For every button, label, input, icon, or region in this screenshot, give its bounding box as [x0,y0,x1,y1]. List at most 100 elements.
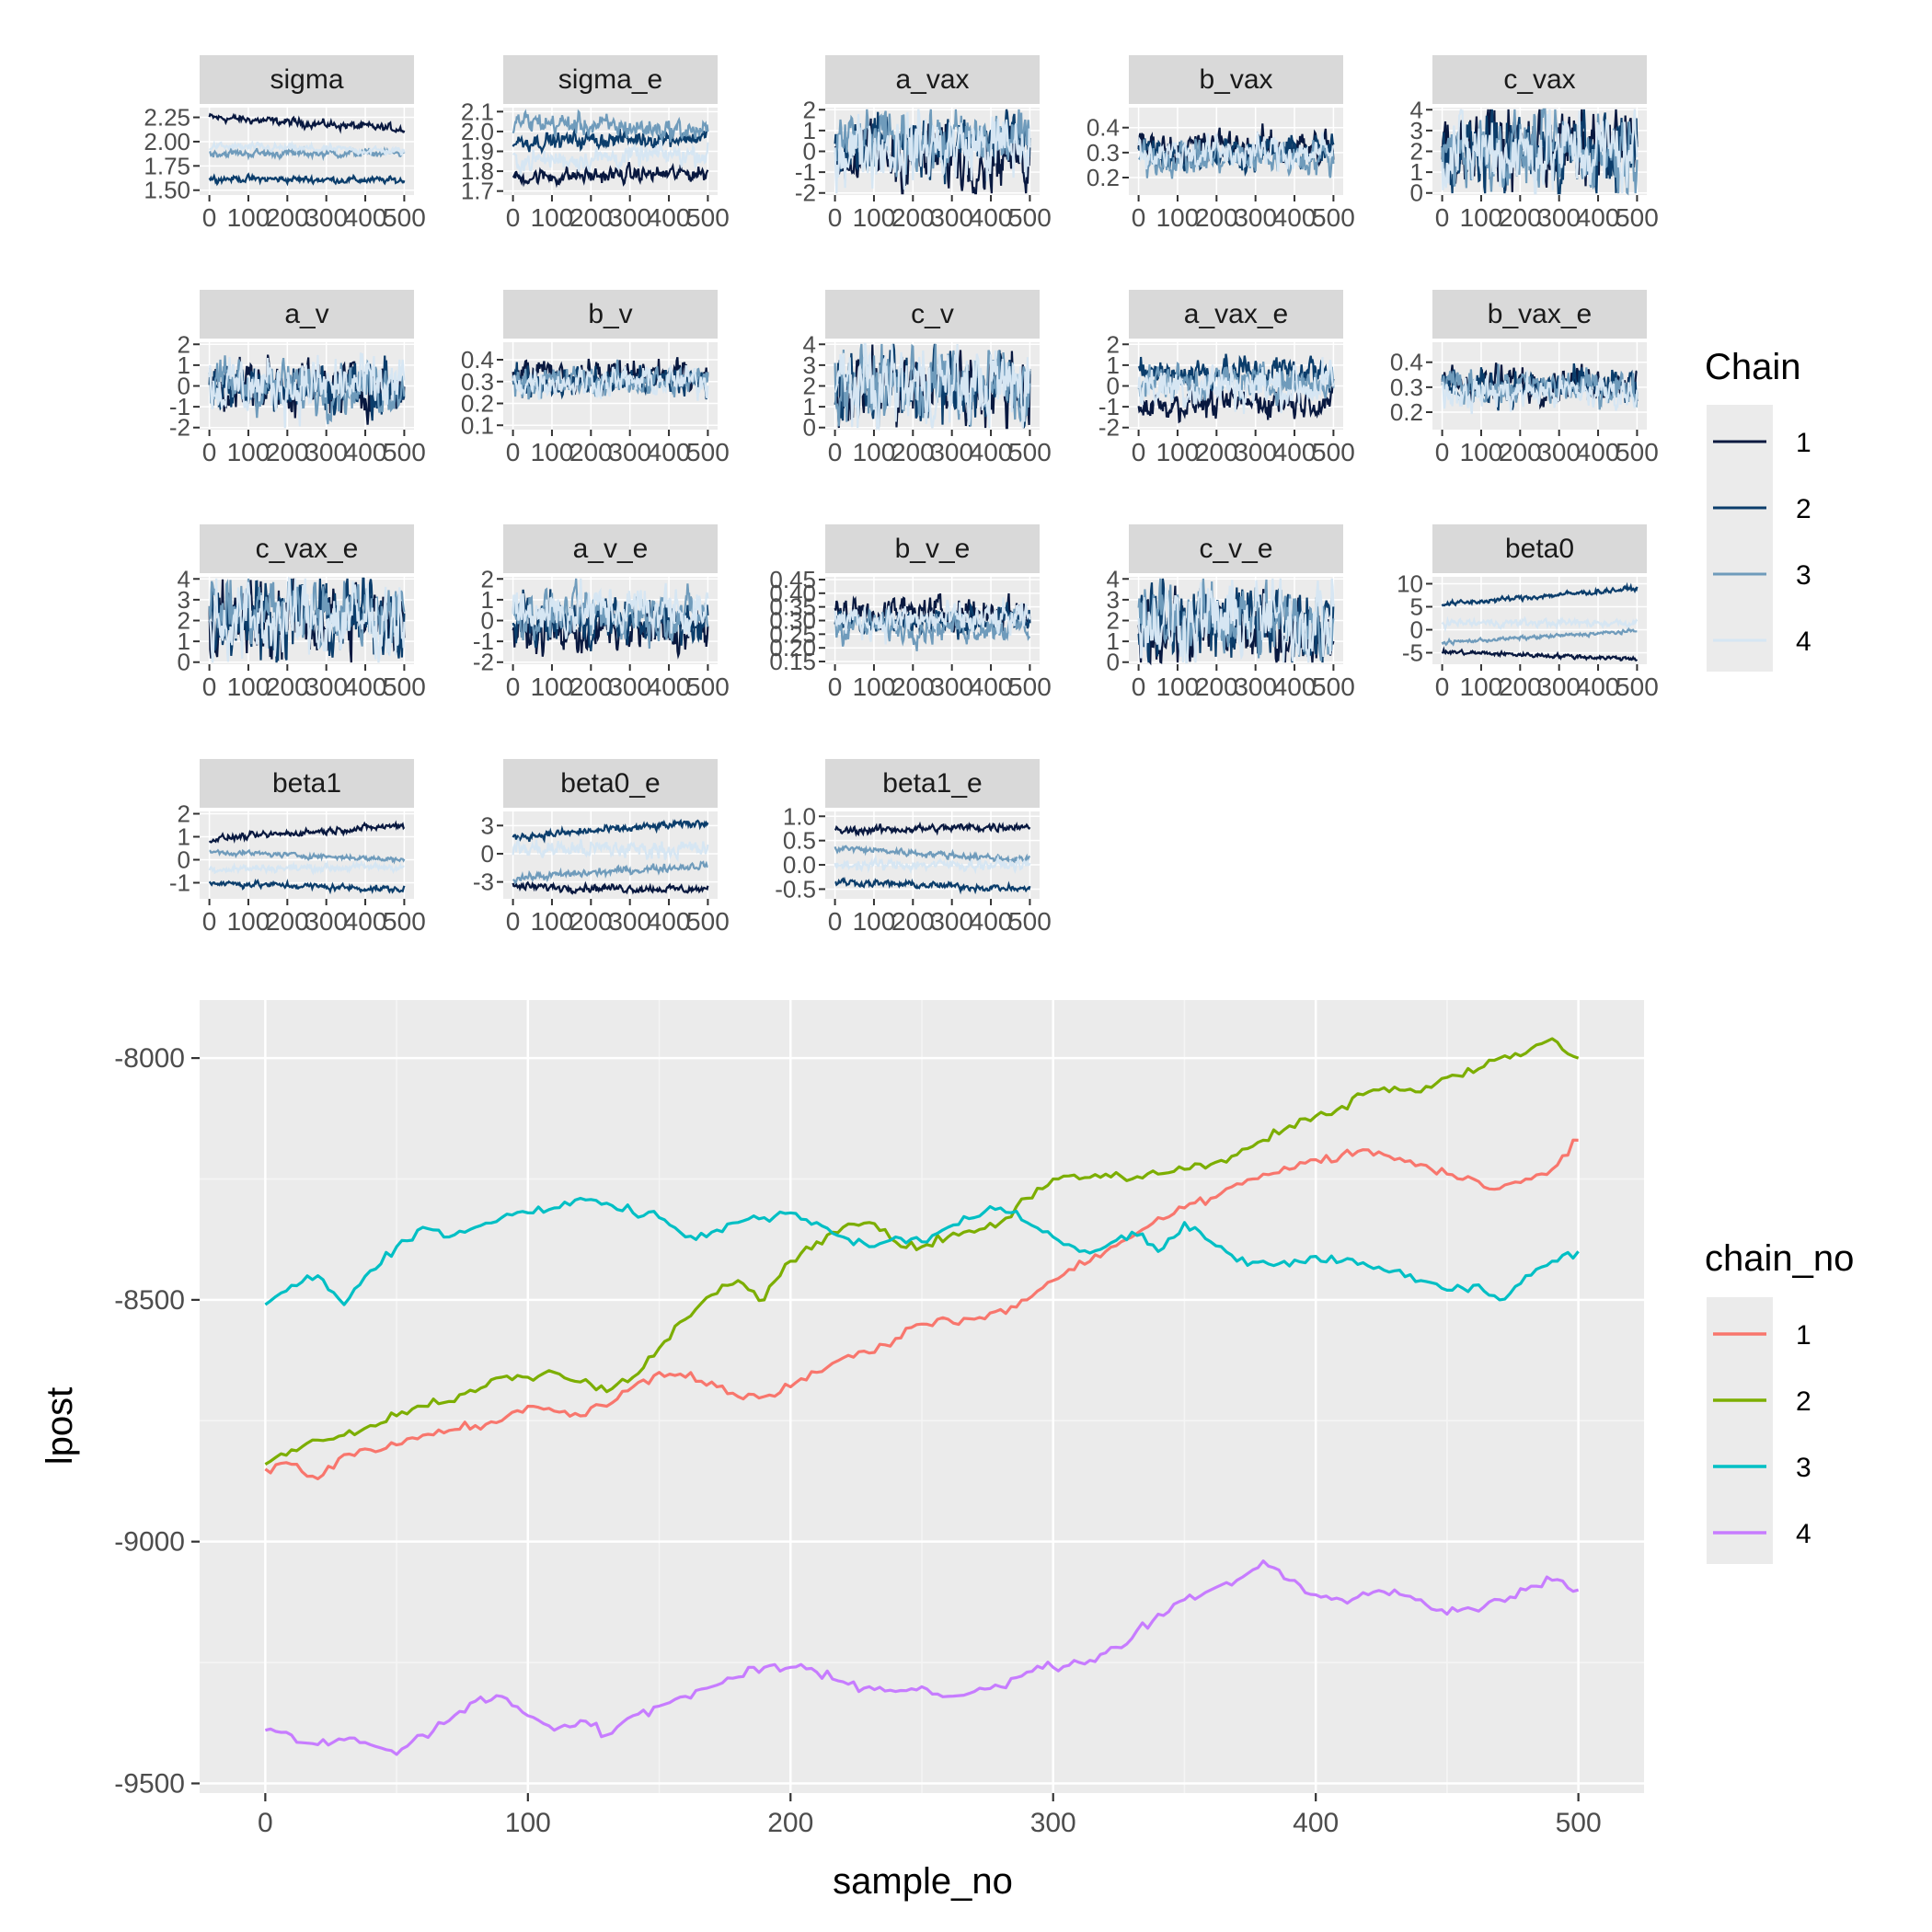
lpost-axes: 0 100 200 300 400 500 -9500 -9000 -8500 -8000 [114,1043,1601,1838]
trace-chain-2 [512,127,708,155]
facet-strip-label: c_v_e [1199,534,1272,564]
chain-legend-key-label: 4 [1796,627,1811,657]
facet-x-tick-label: 200 [266,673,309,701]
facet-y-tick-label: -3 [473,868,494,896]
facet-x-tick-label: 500 [1008,203,1052,232]
lpost-series-2 [264,1037,1580,1466]
chain-legend-key-label: 1 [1796,428,1811,458]
facet-x-tick-label: 500 [383,203,426,232]
facet-y-tick-label: 0 [1410,616,1423,644]
facet-strip [1129,290,1343,339]
facet-y-tick-label: 2.1 [461,98,494,125]
facet-y-tick-label: 0.4 [1087,114,1120,142]
trace-chain-3 [1137,578,1335,661]
facet-x-tick-label: 100 [227,673,270,701]
facet-x-tick-label: 400 [648,907,691,936]
facet-x-tick-label: 100 [227,907,270,936]
trace-chain-4 [1441,109,1639,195]
facet-y-tick-label: 0.4 [1390,349,1423,376]
facet-x-tick-label: 500 [383,907,426,936]
facet-x-tick-label: 0 [1132,673,1146,701]
facet-x-tick-label: 100 [853,907,896,936]
trace-chain-4 [209,576,406,663]
facet-y-tick-label: 0.2 [1390,398,1423,426]
facet-y-tick-label: -1 [169,393,190,420]
facet-y-tick-label: 1 [481,586,494,614]
y-tick-label: -9000 [114,1527,185,1558]
facet-x-tick-label: 500 [383,438,426,466]
facet-strip-label: b_v_e [895,534,971,564]
facet-y-tick-label: 4 [1410,96,1423,123]
trace-chain-4 [834,342,1031,431]
facet-x-tick-label: 200 [569,907,613,936]
facet-x-tick-label: 500 [1616,673,1659,701]
facet-x-tick-label: 100 [1460,203,1503,232]
facet-x-tick-label: 400 [344,203,387,232]
facet-x-tick-label: 300 [1234,203,1277,232]
facet-y-tick-label: 0.3 [461,368,494,396]
lpost-series-1 [264,1138,1579,1481]
facet-x-tick-label: 500 [1312,673,1355,701]
facet-strip-label: beta1_e [882,768,982,799]
facet-strip-label: beta0 [1505,534,1574,564]
facet-strip [200,524,414,573]
facet-y-tick-label: 1 [803,117,816,144]
trace-chain-2 [208,878,406,895]
trace-chain-1 [208,112,406,134]
facet-x-tick-label: 300 [930,438,973,466]
facet-y-tick-label: 1.7 [461,178,494,205]
facet-x-tick-label: 400 [1273,438,1317,466]
facet-y-tick-label: 0.40 [769,580,816,607]
facet-y-tick-label: -1 [473,627,494,655]
facet-y-tick-label: 3 [481,811,494,839]
trace-chain-1 [1137,123,1335,170]
trace-chain-4 [512,139,709,178]
facet-strip [825,55,1040,104]
trace-chain-3 [209,848,406,865]
facet-x-tick-label: 200 [569,673,613,701]
facet-y-tick-label: 4 [178,565,190,592]
facet-x-tick-label: 400 [1577,203,1620,232]
facet-x-tick-label: 400 [970,907,1013,936]
facet-y-tick-label: 0 [481,607,494,635]
facet-x-tick-label: 200 [891,203,935,232]
facet-strip-label: beta1 [272,768,341,799]
facet-strip [200,290,414,339]
facet-y-tick-label: 1.9 [461,138,494,166]
lpost-plot: 0 100 200 300 400 500 -9500 -9000 -8500 -8000 sam… [40,1000,1644,1902]
facet-x-tick-label: 300 [1537,673,1581,701]
facet-strip-label: beta0_e [560,768,660,799]
facet-x-tick-label: 100 [1156,673,1200,701]
facet-y-tick-label: 1 [1107,351,1120,379]
facet-x-tick-label: 300 [930,203,973,232]
facet-x-tick-label: 100 [1460,438,1503,466]
facet-y-tick-label: 1.0 [783,802,816,830]
facet-strip [503,290,718,339]
facet-x-tick-label: 200 [1499,438,1542,466]
facet-y-tick-label: 1 [178,627,190,655]
x-tick-label: 400 [1293,1808,1339,1838]
facet-x-tick-label: 100 [531,203,574,232]
facet-x-tick-label: 100 [531,438,574,466]
trace-chain-1 [512,880,709,895]
facet-x-tick-label: 0 [202,673,217,701]
facet-y-tick-label: 0 [1410,179,1423,207]
facet-y-tick-label: -2 [169,414,190,442]
x-tick-label: 500 [1556,1808,1602,1838]
facet-x-tick-label: 100 [531,907,574,936]
facet-strip-label: b_v [588,299,632,329]
facet-x-tick-label: 400 [344,673,387,701]
trace-chain-3 [834,109,1031,178]
facet-x-tick-label: 500 [1312,203,1355,232]
trace-chain-3 [512,109,709,143]
trace-chain-4 [512,835,709,863]
facet-x-tick-label: 200 [1499,203,1542,232]
x-tick-label: 100 [505,1808,551,1838]
trace-chain-2 [1441,581,1639,607]
facet-y-tick-label: 0 [803,414,816,442]
chain-no-legend-key-label: 3 [1796,1453,1811,1483]
